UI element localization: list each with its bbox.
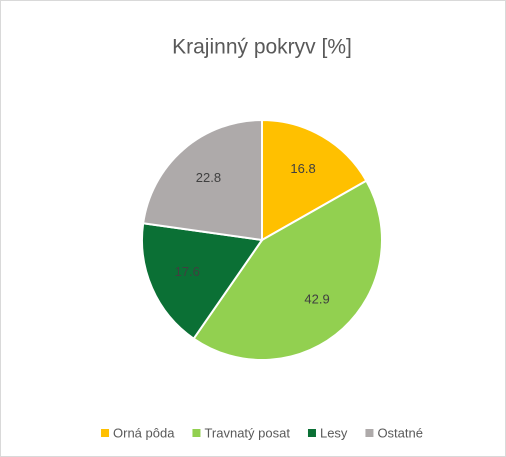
legend-label: Travnatý posat [204, 425, 290, 440]
data-label: 42.9 [304, 292, 329, 307]
pie-slice [142, 118, 263, 242]
legend-label: Orná pôda [113, 425, 175, 440]
pie-slice [141, 222, 264, 341]
data-label: 22.8 [196, 170, 221, 185]
legend-label: Lesy [320, 425, 348, 440]
legend-swatch [192, 429, 201, 437]
data-label: 16.8 [290, 161, 315, 176]
legend-swatch [365, 429, 374, 437]
pie-slice [261, 118, 368, 242]
legend-swatch [307, 429, 316, 437]
data-label: 17.6 [175, 264, 200, 279]
chart-title: Krajinný pokryv [%] [172, 36, 352, 59]
pie-slice [192, 179, 383, 361]
legend-label: Ostatné [377, 425, 423, 440]
legend-swatch [101, 429, 110, 437]
